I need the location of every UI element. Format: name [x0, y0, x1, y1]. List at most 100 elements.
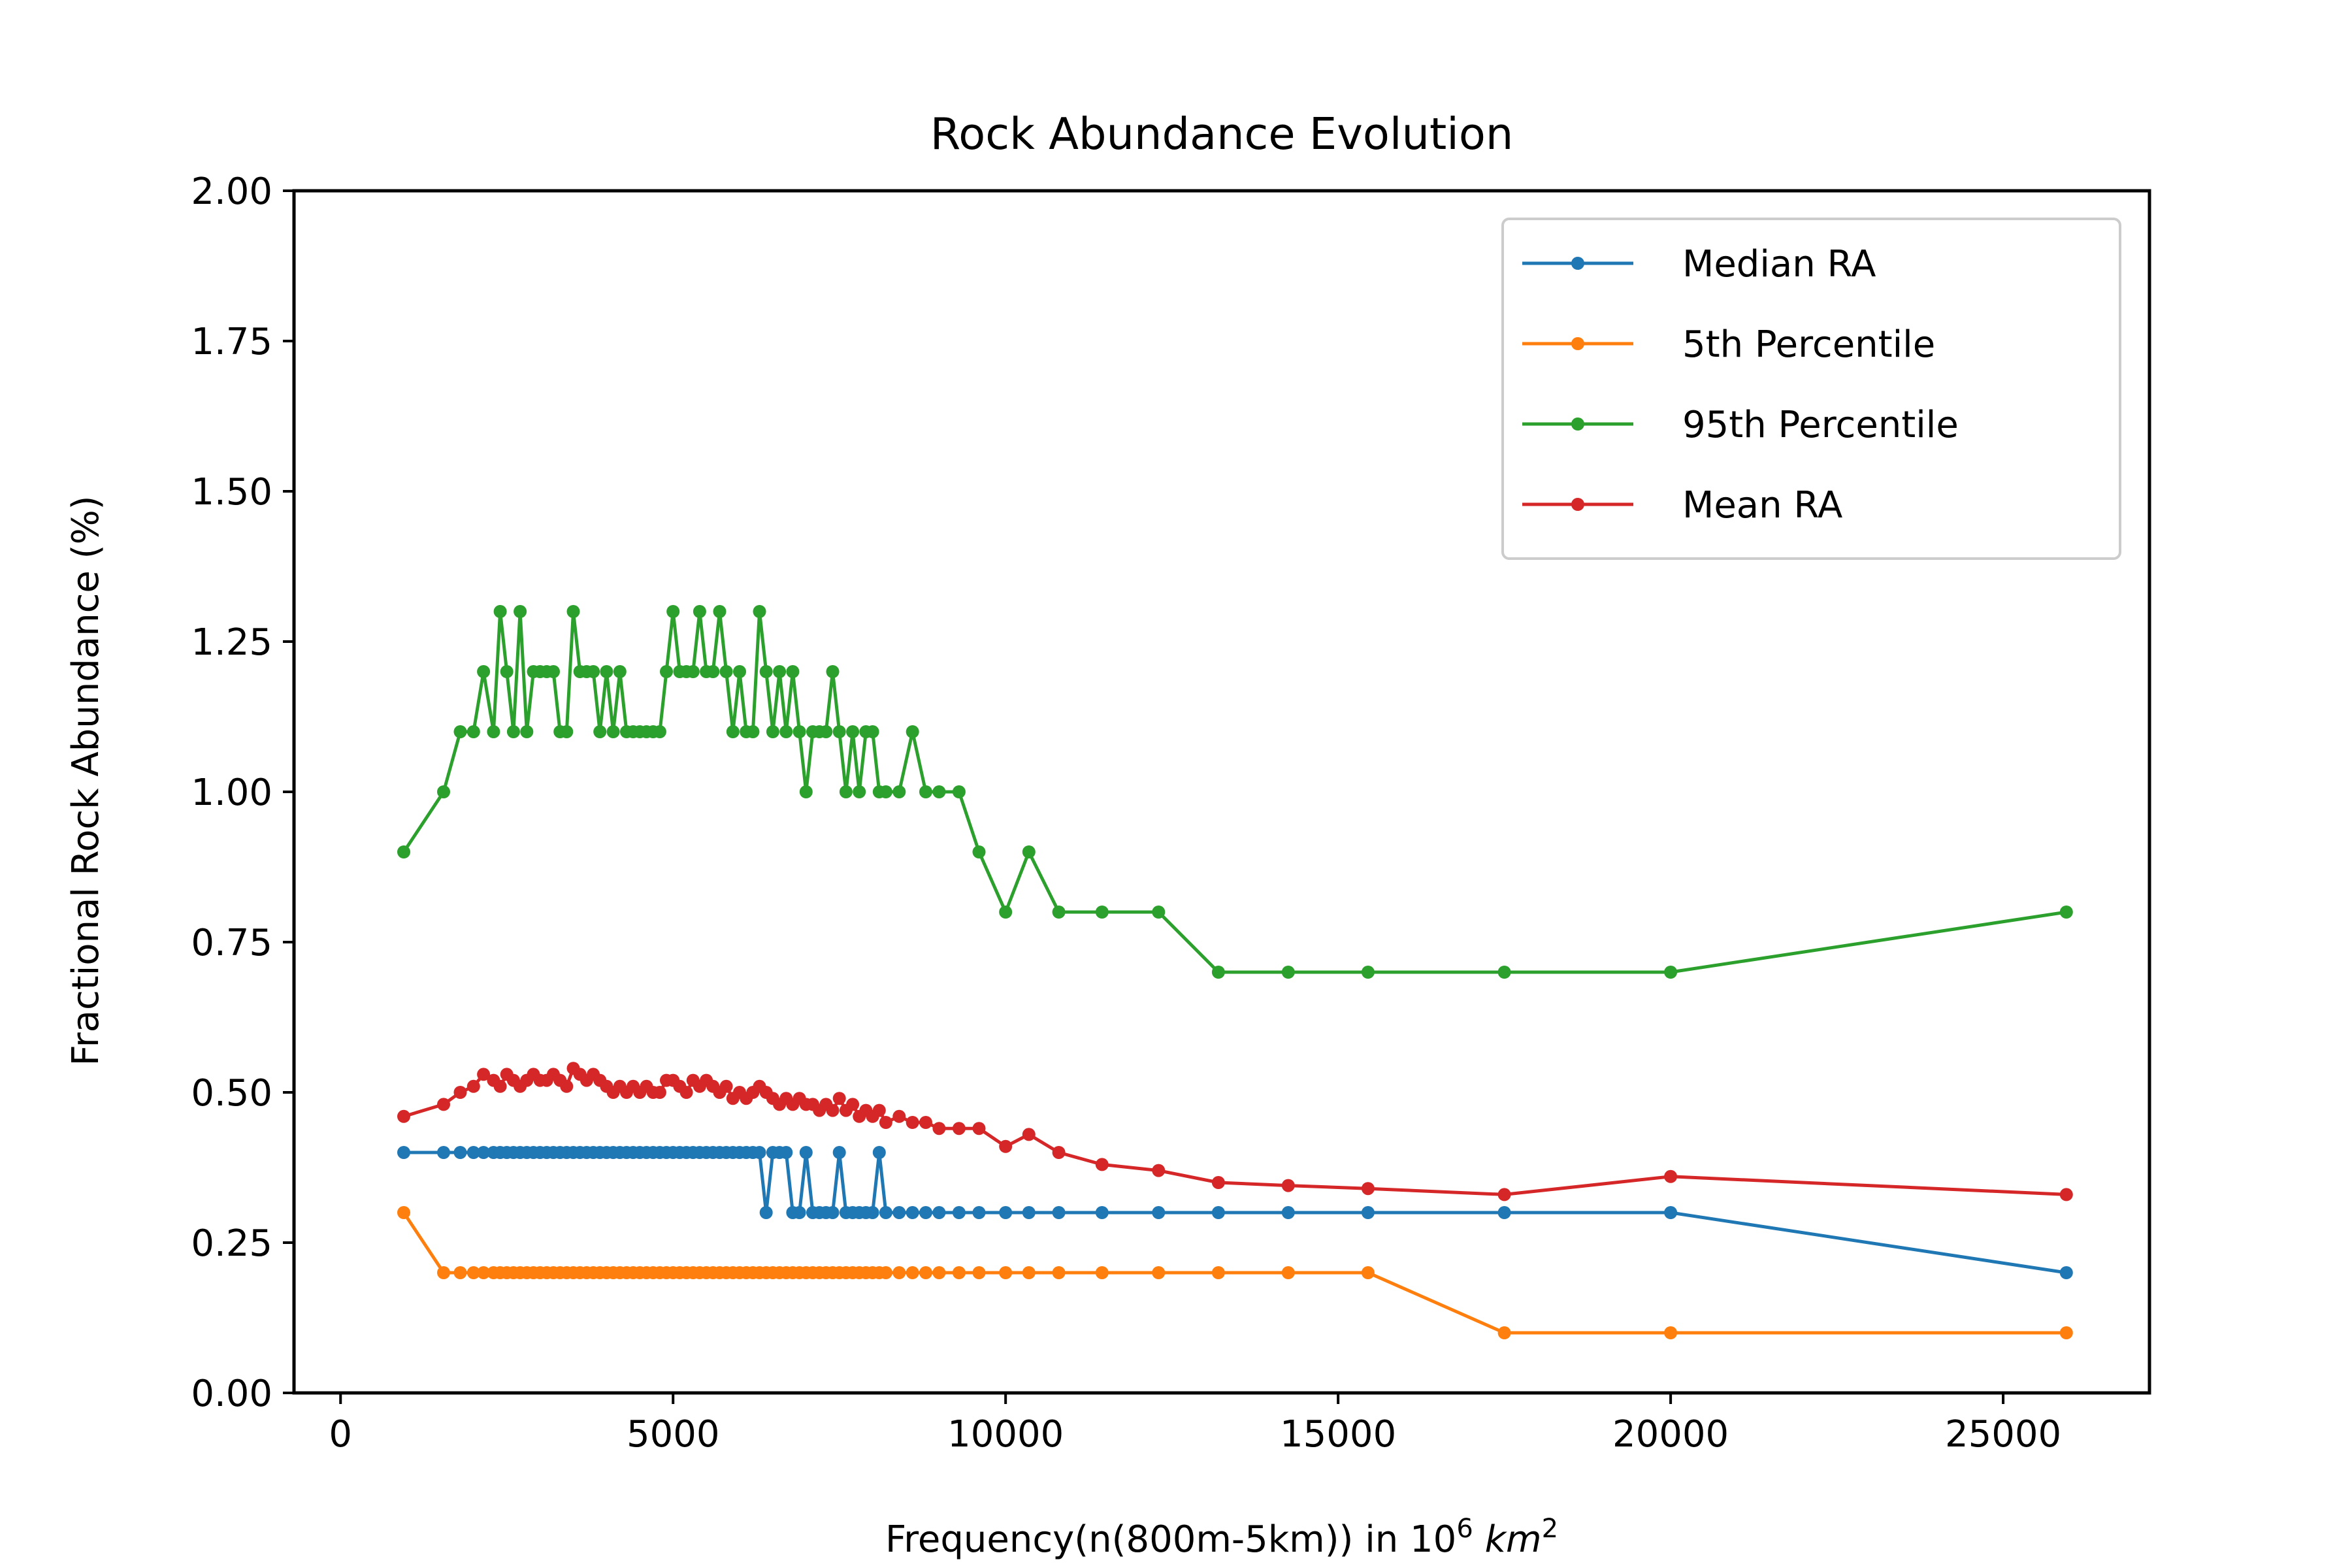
y-tick-label: 1.50: [191, 471, 272, 514]
data-point-95th-percentile: [437, 785, 450, 798]
x-tick-label: 15000: [1280, 1413, 1396, 1456]
data-point-mean-ra: [906, 1116, 919, 1129]
series-median-ra: [397, 1146, 2073, 1279]
data-point-95th-percentile: [606, 725, 620, 738]
data-point-5th-percentile: [1052, 1266, 1066, 1279]
data-point-95th-percentile: [766, 725, 779, 738]
data-point-median-ra: [1361, 1206, 1375, 1219]
data-point-95th-percentile: [846, 725, 860, 738]
y-axis-ticks: 0.00 0.25 0.50 0.75 1.00 1.25 1.50 1.75 2.00: [191, 171, 294, 1415]
data-point-95th-percentile: [613, 665, 627, 678]
data-point-median-ra: [759, 1206, 773, 1219]
data-point-mean-ra: [972, 1122, 986, 1135]
data-point-5th-percentile: [1664, 1326, 1678, 1339]
legend-swatch-marker: [1571, 337, 1584, 350]
data-point-mean-ra: [2059, 1188, 2073, 1201]
data-point-5th-percentile: [906, 1266, 919, 1279]
data-point-95th-percentile: [726, 725, 740, 738]
data-point-5th-percentile: [397, 1206, 410, 1219]
chart-title: Rock Abundance Evolution: [930, 108, 1514, 159]
data-point-95th-percentile: [1664, 966, 1678, 979]
data-point-median-ra: [1152, 1206, 1166, 1219]
data-point-5th-percentile: [2059, 1326, 2073, 1339]
data-point-mean-ra: [952, 1122, 966, 1135]
data-point-95th-percentile: [1497, 966, 1511, 979]
legend-item: 5th Percentile: [1522, 323, 1935, 366]
data-point-median-ra: [1211, 1206, 1225, 1219]
y-tick-label: 0.25: [191, 1222, 272, 1265]
data-point-median-ra: [892, 1206, 906, 1219]
x-axis-label-unit-spacer: [1473, 1518, 1485, 1561]
plot-data-layer: [397, 605, 2073, 1339]
data-point-95th-percentile: [1052, 906, 1066, 919]
data-point-5th-percentile: [1211, 1266, 1225, 1279]
data-point-95th-percentile: [1095, 906, 1109, 919]
data-point-95th-percentile: [999, 906, 1013, 919]
data-point-median-ra: [466, 1146, 480, 1159]
data-point-95th-percentile: [892, 785, 906, 798]
legend-item: 95th Percentile: [1522, 404, 1959, 446]
data-point-5th-percentile: [437, 1266, 450, 1279]
data-point-95th-percentile: [952, 785, 966, 798]
data-point-95th-percentile: [1152, 906, 1166, 919]
data-point-95th-percentile: [832, 725, 846, 738]
data-point-95th-percentile: [799, 785, 813, 798]
data-point-median-ra: [1022, 1206, 1036, 1219]
data-point-95th-percentile: [514, 605, 527, 618]
data-point-95th-percentile: [906, 725, 919, 738]
y-tick-label: 2.00: [191, 171, 272, 213]
data-point-mean-ra: [1211, 1176, 1225, 1189]
data-point-mean-ra: [397, 1109, 410, 1123]
data-point-mean-ra: [892, 1109, 906, 1123]
data-point-mean-ra: [560, 1079, 574, 1093]
data-point-5th-percentile: [466, 1266, 480, 1279]
data-point-95th-percentile: [839, 785, 853, 798]
data-point-median-ra: [879, 1206, 892, 1219]
data-point-mean-ra: [453, 1086, 467, 1099]
data-point-median-ra: [919, 1206, 932, 1219]
legend-swatch-marker: [1571, 257, 1584, 270]
data-point-5th-percentile: [1095, 1266, 1109, 1279]
data-point-95th-percentile: [660, 665, 673, 678]
data-point-median-ra: [397, 1146, 410, 1159]
data-point-mean-ra: [1022, 1128, 1036, 1141]
data-point-mean-ra: [826, 1103, 840, 1117]
data-point-median-ra: [999, 1206, 1013, 1219]
data-point-mean-ra: [1361, 1182, 1375, 1196]
data-point-mean-ra: [1152, 1164, 1166, 1177]
data-point-median-ra: [832, 1146, 846, 1159]
data-point-95th-percentile: [666, 605, 680, 618]
data-point-95th-percentile: [547, 665, 560, 678]
y-tick-label: 1.00: [191, 772, 272, 814]
y-tick-label: 0.00: [191, 1373, 272, 1415]
data-point-mean-ra: [999, 1139, 1013, 1153]
data-point-95th-percentile: [560, 725, 574, 738]
legend-box: [1501, 218, 2121, 560]
data-point-mean-ra: [679, 1086, 693, 1099]
data-point-5th-percentile: [1281, 1266, 1295, 1279]
data-point-mean-ra: [653, 1086, 666, 1099]
data-point-mean-ra: [493, 1079, 507, 1093]
data-point-median-ra: [779, 1146, 793, 1159]
data-point-95th-percentile: [706, 665, 720, 678]
data-point-median-ra: [1281, 1206, 1295, 1219]
data-point-mean-ra: [1497, 1188, 1511, 1201]
series-5th-percentile: [397, 1206, 2073, 1339]
data-point-95th-percentile: [753, 605, 766, 618]
y-tick-label: 0.50: [191, 1072, 272, 1115]
data-point-95th-percentile: [919, 785, 932, 798]
data-point-95th-percentile: [397, 845, 410, 858]
data-point-95th-percentile: [853, 785, 866, 798]
data-point-95th-percentile: [759, 665, 773, 678]
series-mean-ra: [397, 1062, 2073, 1201]
data-point-95th-percentile: [746, 725, 760, 738]
data-point-median-ra: [906, 1206, 919, 1219]
y-tick-label: 1.75: [191, 321, 272, 363]
data-point-95th-percentile: [866, 725, 879, 738]
legend-swatch-marker: [1571, 417, 1584, 431]
data-point-5th-percentile: [453, 1266, 467, 1279]
x-axis-label-unit: km: [1485, 1518, 1542, 1561]
data-point-median-ra: [792, 1206, 806, 1219]
data-point-mean-ra: [1052, 1146, 1066, 1159]
data-point-95th-percentile: [587, 665, 600, 678]
